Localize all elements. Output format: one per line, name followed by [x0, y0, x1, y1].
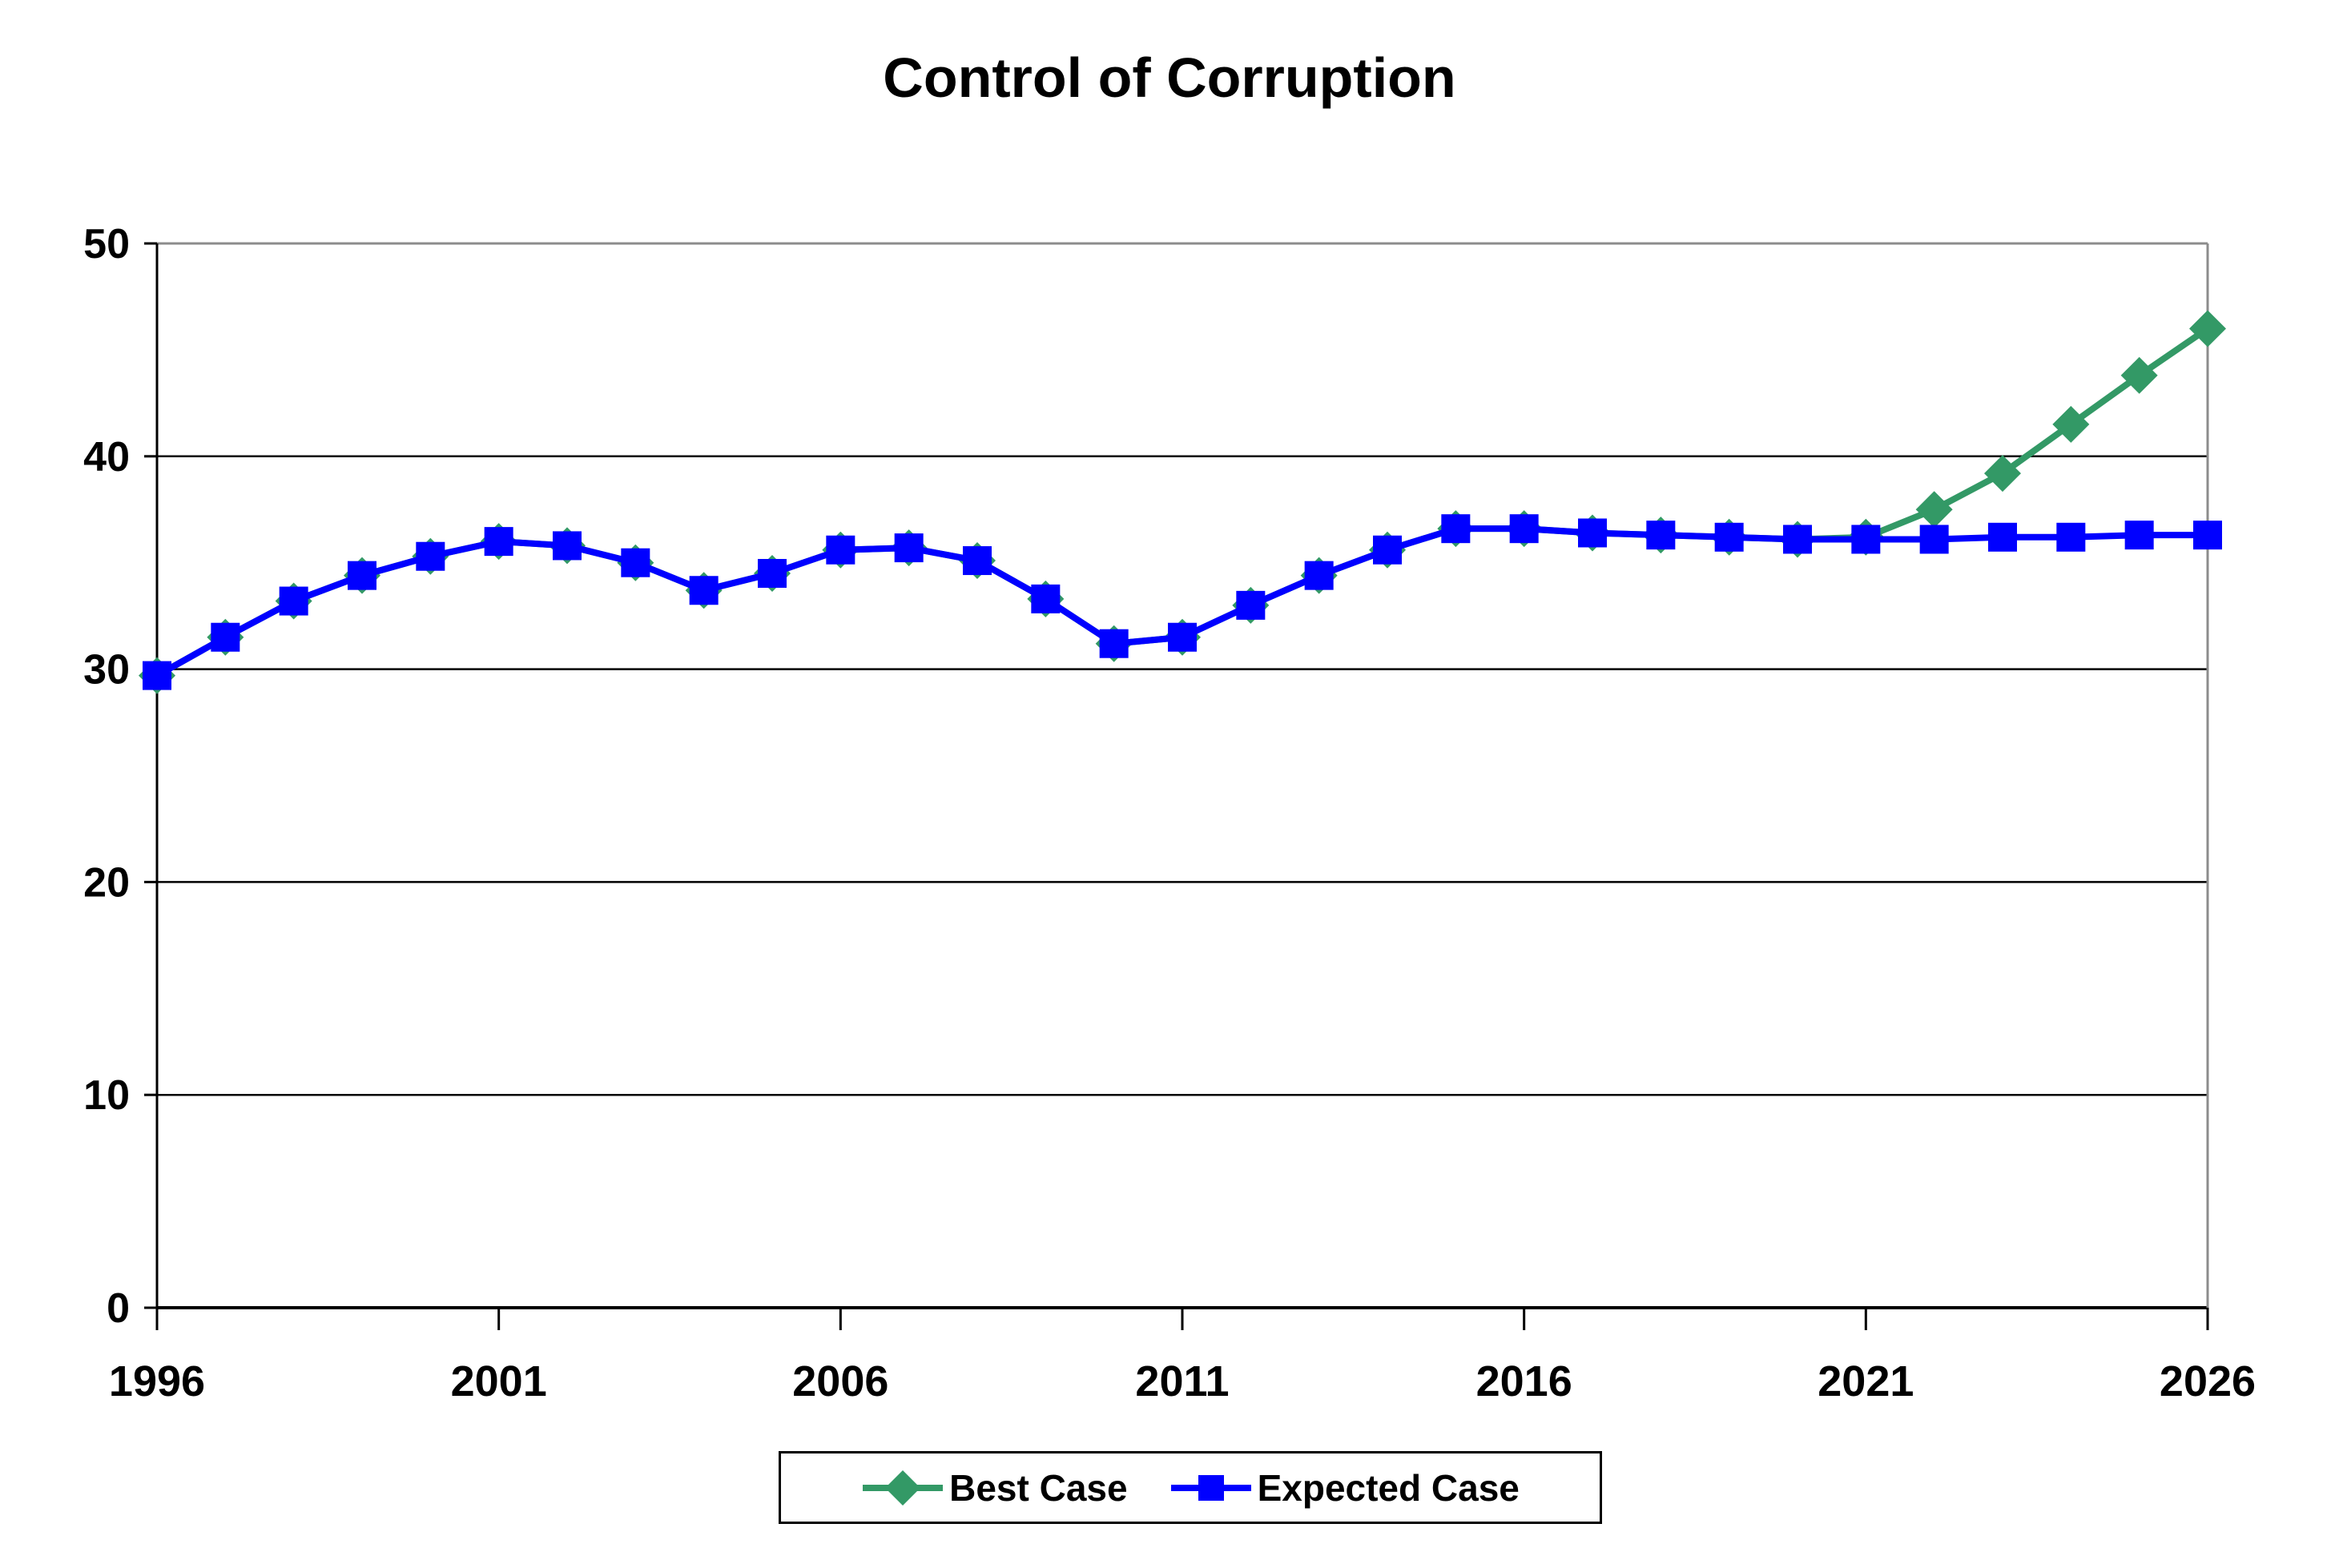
marker-square-2009	[1031, 584, 1061, 613]
x-tick-label-2016: 2016	[1476, 1357, 1572, 1405]
marker-square-2014	[1373, 535, 1402, 565]
x-tick-label-2026: 2026	[2160, 1357, 2256, 1405]
marker-square-1996	[143, 661, 171, 690]
y-tick-label-20: 20	[83, 859, 130, 906]
marker-square-2019	[1714, 522, 1744, 552]
x-tick-label-2006: 2006	[792, 1357, 888, 1405]
marker-square-2011	[1168, 622, 1197, 652]
legend-item-expected-case: Expected Case	[1170, 1466, 1520, 1510]
marker-diamond-2026	[2189, 310, 2226, 348]
marker-square-2003	[621, 548, 650, 577]
y-tick-label-0: 0	[107, 1285, 130, 1332]
x-tick-label-2021: 2021	[1818, 1357, 1914, 1405]
legend-item-best-case: Best Case	[861, 1466, 1128, 1510]
marker-square-2024	[2056, 522, 2086, 552]
x-tick-label-2001: 2001	[451, 1357, 547, 1405]
marker-square-2026	[2193, 521, 2222, 550]
best-case-line-diamond-icon	[863, 1469, 944, 1506]
marker-square-2004	[689, 576, 719, 605]
marker-square-2015	[1441, 514, 1471, 544]
marker-square-2010	[1099, 629, 1129, 658]
marker-square-2020	[1783, 525, 1812, 554]
marker-square-1997	[211, 622, 240, 652]
legend: Best Case Expected Case	[779, 1451, 1602, 1524]
marker-diamond-2023	[1984, 455, 2021, 493]
marker-square-2012	[1236, 590, 1266, 620]
marker-square-2018	[1646, 521, 1676, 550]
marker-diamond-2025	[2120, 356, 2158, 394]
y-tick-label-10: 10	[83, 1072, 130, 1119]
marker-square-2016	[1509, 514, 1539, 544]
marker-square-2005	[758, 558, 787, 588]
marker-square-2002	[553, 531, 582, 561]
marker-square-2013	[1304, 561, 1334, 590]
marker-square-2007	[894, 533, 924, 563]
marker-square-2008	[963, 546, 992, 576]
x-tick-label-2011: 2011	[1135, 1357, 1229, 1405]
y-tick-label-30: 30	[83, 647, 130, 694]
marker-square-2000	[416, 541, 445, 571]
x-tick-label-1996: 1996	[109, 1357, 205, 1405]
legend-label-best-case: Best Case	[949, 1466, 1128, 1509]
marker-square-2023	[1988, 522, 2017, 552]
expected-case-line-square-icon	[1170, 1474, 1251, 1501]
marker-square-2025	[2124, 521, 2154, 550]
legend-label-expected-case: Expected Case	[1257, 1466, 1520, 1509]
marker-diamond-2022	[1915, 491, 1953, 529]
y-tick-label-50: 50	[83, 221, 130, 267]
marker-square-1999	[348, 561, 376, 590]
chart-title: Control of Corruption	[883, 46, 1456, 109]
marker-diamond-2024	[2052, 405, 2090, 443]
marker-square-2021	[1851, 525, 1881, 554]
marker-square-2006	[826, 535, 855, 565]
marker-square-1998	[279, 586, 308, 616]
y-tick-label-40: 40	[83, 434, 130, 480]
marker-square-2017	[1578, 518, 1607, 548]
marker-square-2022	[1919, 525, 1949, 554]
marker-square-2001	[484, 527, 513, 557]
